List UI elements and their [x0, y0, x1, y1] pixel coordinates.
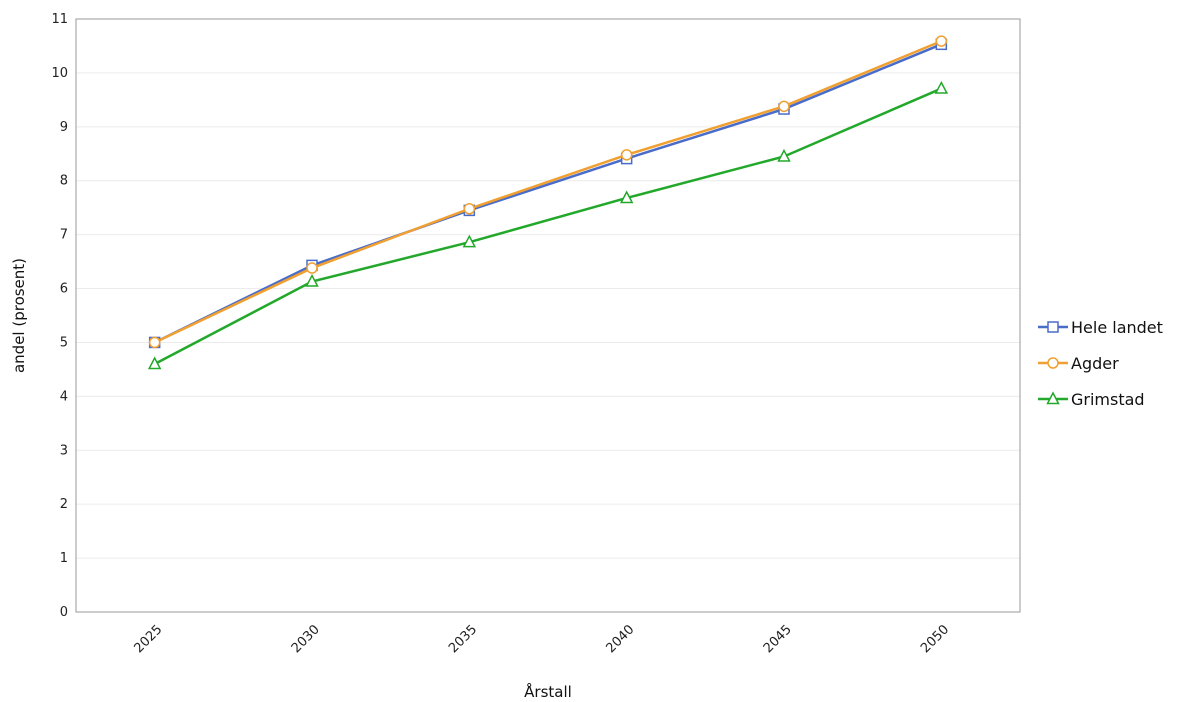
y-axis-ticks: 0 1 2 3 4 5 6 7 8 9 10 11	[51, 12, 68, 620]
legend-label: Agder	[1071, 354, 1119, 373]
data-point	[148, 336, 161, 349]
x-tick-label: 2025	[131, 622, 165, 656]
series-agder	[148, 35, 948, 349]
series-lines	[147, 35, 949, 370]
y-tick-label: 5	[60, 335, 68, 350]
y-tick-label: 7	[60, 228, 68, 243]
legend: Hele landet Agder Grimstad	[1038, 318, 1163, 409]
legend-marker	[1046, 391, 1060, 405]
x-tick-label: 2040	[603, 622, 637, 656]
data-point	[935, 35, 948, 47]
data-point	[462, 234, 477, 248]
data-point	[934, 80, 949, 94]
data-point	[619, 190, 634, 204]
legend-label: Hele landet	[1071, 318, 1163, 337]
x-axis-title: Årstall	[524, 682, 572, 701]
legend-item: Grimstad	[1038, 390, 1145, 409]
legend-item: Hele landet	[1038, 318, 1163, 337]
grid-lines	[76, 72, 1020, 559]
series-hele-landet	[148, 38, 948, 349]
y-tick-label: 1	[60, 551, 68, 566]
data-point	[305, 273, 319, 287]
data-point	[463, 203, 476, 215]
y-axis-title: andel (prosent)	[10, 258, 28, 373]
data-point	[778, 100, 790, 113]
y-tick-label: 3	[60, 443, 68, 458]
legend-item: Agder	[1038, 354, 1119, 373]
series-line	[154, 87, 942, 366]
data-point	[777, 148, 791, 162]
series-line	[154, 43, 942, 344]
legend-label: Grimstad	[1071, 390, 1145, 409]
series-line	[154, 39, 942, 344]
y-tick-label: 9	[60, 120, 68, 135]
y-tick-label: 8	[60, 174, 68, 189]
series-grimstad	[147, 80, 949, 370]
y-tick-label: 10	[51, 66, 68, 81]
x-tick-label: 2050	[918, 622, 952, 656]
x-tick-label: 2045	[761, 622, 795, 656]
y-tick-label: 4	[60, 389, 68, 404]
data-point	[620, 149, 633, 161]
data-point	[306, 262, 318, 274]
plot-area	[75, 18, 1021, 613]
x-tick-label: 2030	[289, 622, 323, 656]
y-tick-label: 2	[60, 497, 68, 512]
x-tick-label: 2035	[446, 622, 480, 656]
data-point	[147, 356, 162, 370]
y-tick-label: 6	[60, 282, 68, 297]
legend-marker	[1047, 321, 1059, 333]
legend-marker	[1047, 357, 1059, 369]
x-axis-ticks: 2025 2030 2035 2040 2045 2050	[131, 622, 952, 656]
y-tick-label: 11	[51, 12, 68, 27]
y-tick-label: 0	[60, 605, 68, 620]
